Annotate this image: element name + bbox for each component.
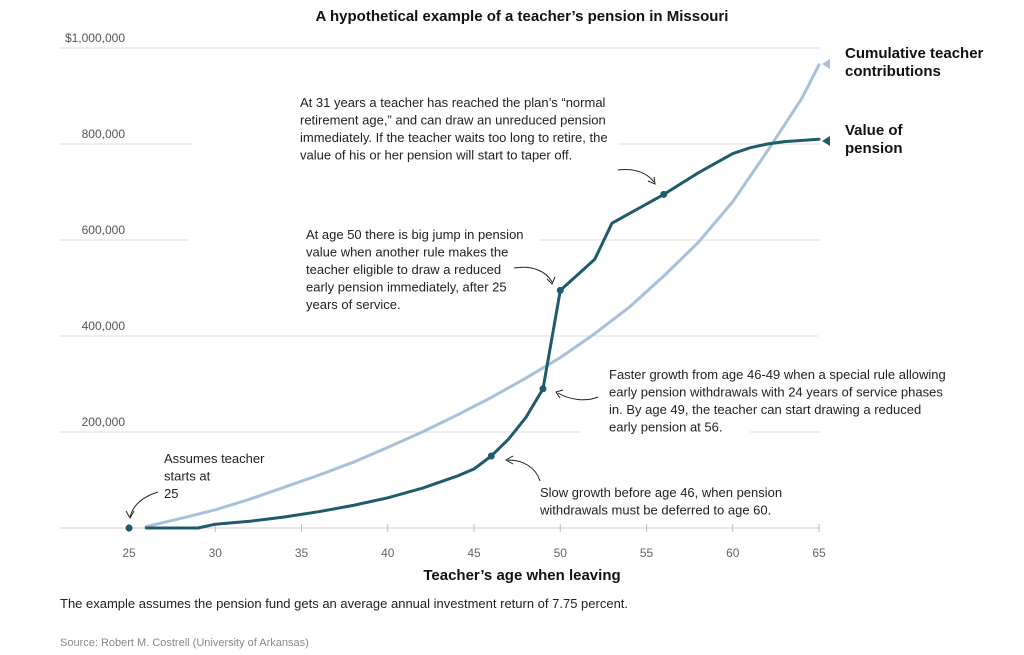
data-point-marker <box>539 385 547 393</box>
series-line-pension <box>144 137 821 530</box>
x-tick-label: 30 <box>209 546 223 560</box>
data-point-marker <box>487 452 495 460</box>
data-point-marker <box>556 286 564 294</box>
data-point-marker <box>660 190 668 198</box>
arrow-start-head <box>125 510 135 520</box>
footnote: The example assumes the pension fund get… <box>60 596 628 611</box>
series-label-pension: Value of pension <box>845 122 904 157</box>
x-axis-label: Teacher’s age when leaving <box>423 567 620 584</box>
annotation-normal-retirement: At 31 years a teacher has reached the pl… <box>300 95 608 163</box>
series-label-pointer <box>822 59 830 69</box>
source: Source: Robert M. Costrell (University o… <box>60 637 309 649</box>
x-tick-label: 40 <box>381 546 395 560</box>
x-tick-label: 45 <box>467 546 481 560</box>
arrow-age-50-head <box>546 276 556 285</box>
y-tick-label: 400,000 <box>82 319 126 333</box>
chart-title: A hypothetical example of a teacher’s pe… <box>316 8 729 25</box>
x-tick-label: 25 <box>122 546 136 560</box>
y-tick-label: 800,000 <box>82 127 126 141</box>
arrow-slow-growth <box>507 459 541 482</box>
series-line-contributions <box>144 63 821 529</box>
arrow-normal-retirement-head <box>647 176 656 185</box>
y-tick-label: 200,000 <box>82 415 126 429</box>
arrow-faster-growth <box>557 392 599 401</box>
annotation-faster-growth: Faster growth from age 46-49 when a spec… <box>609 367 946 435</box>
x-tick-label: 35 <box>295 546 309 560</box>
series-label-pointer <box>822 136 830 146</box>
annotation-slow-growth: Slow growth before age 46, when pension w… <box>539 485 782 518</box>
x-tick-label: 55 <box>640 546 654 560</box>
data-point-marker <box>125 524 133 532</box>
series-label-contributions: Cumulative teacher contributions <box>845 45 984 80</box>
x-tick-label: 65 <box>812 546 826 560</box>
annotation-start: Assumes teacher starts at 25 <box>164 451 265 501</box>
y-tick-label: $1,000,000 <box>65 31 125 45</box>
arrow-start <box>129 491 159 518</box>
x-tick-label: 50 <box>554 546 568 560</box>
arrow-slow-growth-head <box>504 455 514 465</box>
arrow-normal-retirement <box>617 169 655 183</box>
annotation-age-50: At age 50 there is big jump in pension va… <box>306 227 524 312</box>
x-tick-label: 60 <box>726 546 740 560</box>
y-tick-label: 600,000 <box>82 223 126 237</box>
arrow-age-50 <box>513 266 553 283</box>
arrow-faster-growth-head <box>555 389 564 399</box>
